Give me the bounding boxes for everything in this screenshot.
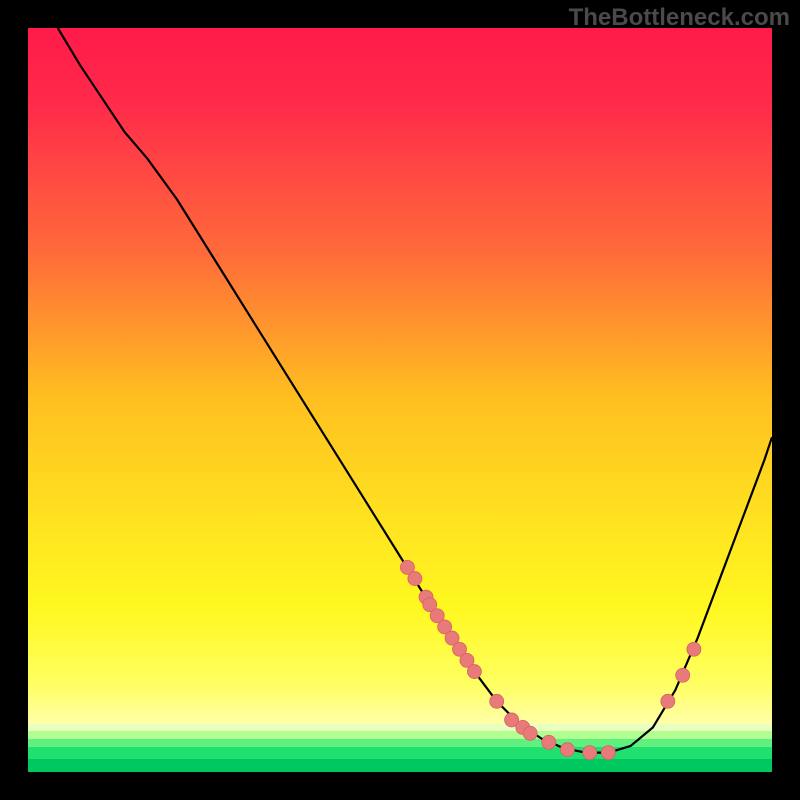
marker-point xyxy=(661,694,675,708)
marker-point xyxy=(687,642,701,656)
marker-group xyxy=(400,560,700,759)
bottleneck-curve xyxy=(58,28,772,753)
marker-point xyxy=(523,726,537,740)
marker-point xyxy=(583,746,597,760)
watermark-text: TheBottleneck.com xyxy=(569,4,790,32)
marker-point xyxy=(676,668,690,682)
plot-area xyxy=(28,28,772,772)
marker-point xyxy=(542,735,556,749)
marker-point xyxy=(408,572,422,586)
marker-point xyxy=(467,665,481,679)
marker-point xyxy=(490,694,504,708)
chart-svg xyxy=(28,28,772,772)
marker-point xyxy=(601,746,615,760)
marker-point xyxy=(560,743,574,757)
